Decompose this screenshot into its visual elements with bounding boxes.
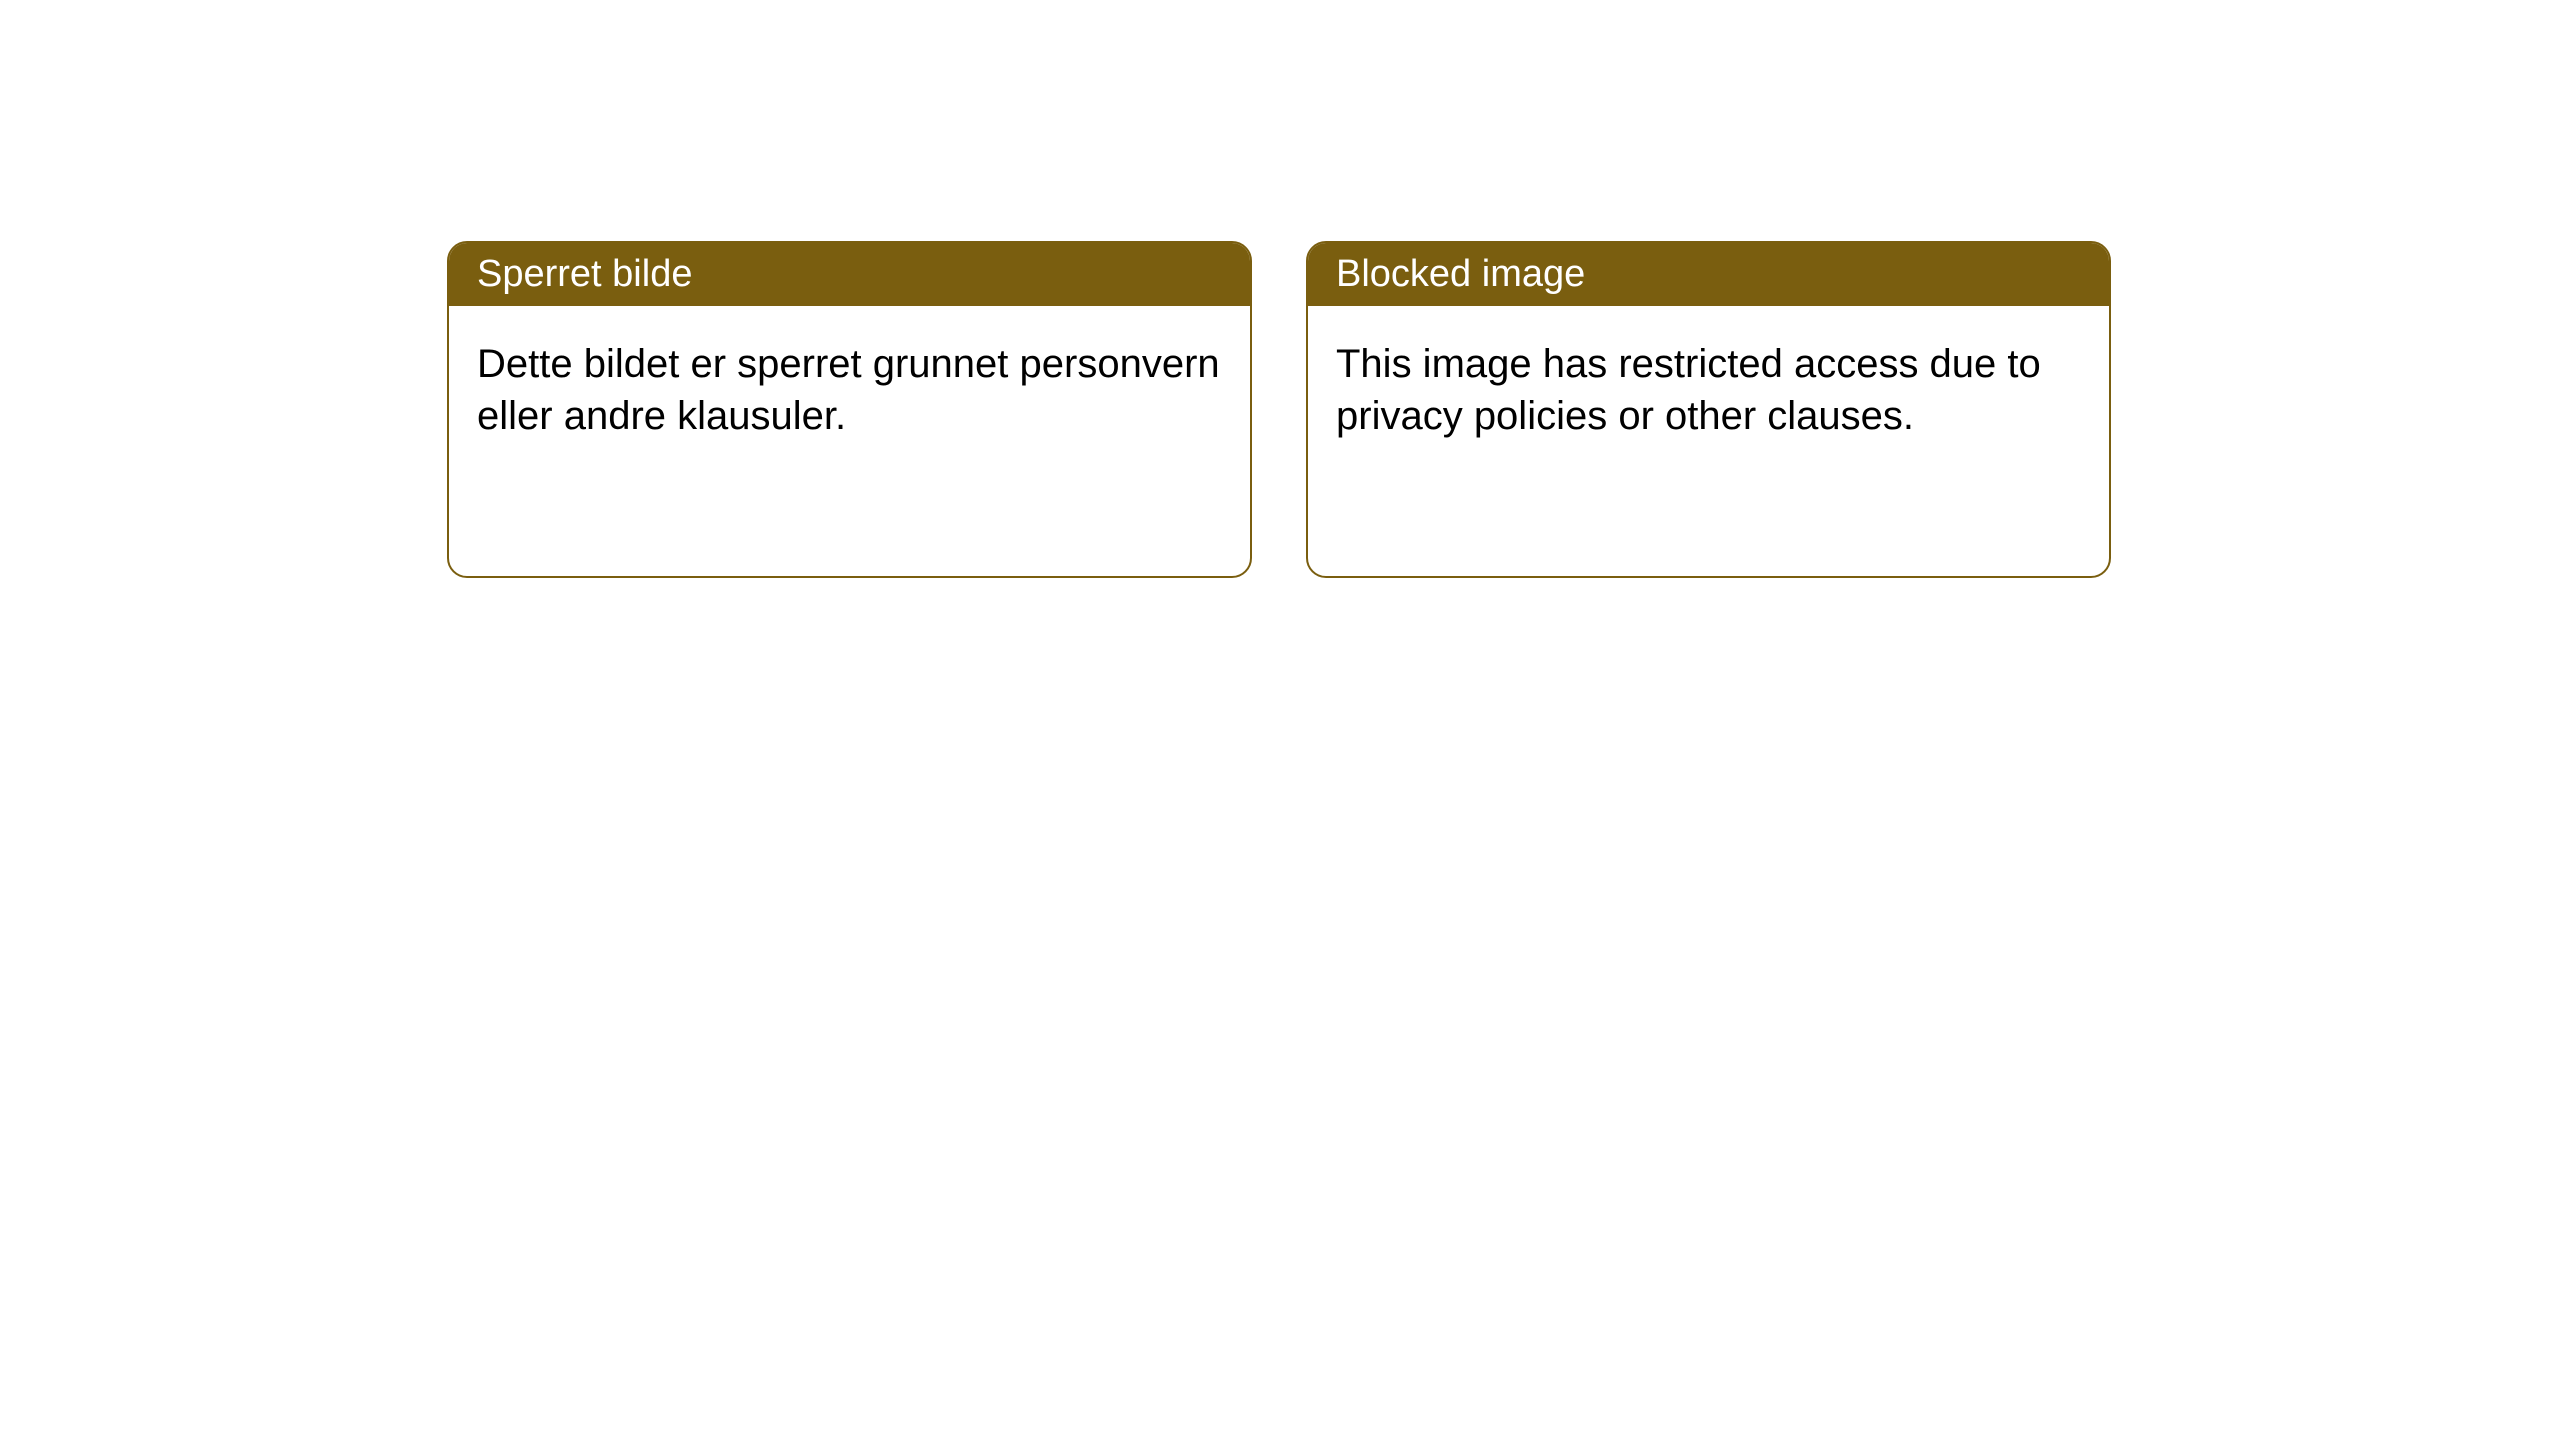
card-body-text: This image has restricted access due to … (1336, 342, 2041, 438)
cards-container: Sperret bilde Dette bildet er sperret gr… (0, 0, 2560, 578)
card-title: Blocked image (1336, 253, 1585, 295)
card-body-text: Dette bildet er sperret grunnet personve… (477, 342, 1220, 438)
card-header: Sperret bilde (449, 243, 1250, 306)
blocked-image-card-norwegian: Sperret bilde Dette bildet er sperret gr… (447, 241, 1252, 578)
card-body: This image has restricted access due to … (1308, 306, 2109, 474)
card-header: Blocked image (1308, 243, 2109, 306)
blocked-image-card-english: Blocked image This image has restricted … (1306, 241, 2111, 578)
card-body: Dette bildet er sperret grunnet personve… (449, 306, 1250, 474)
card-title: Sperret bilde (477, 253, 692, 295)
